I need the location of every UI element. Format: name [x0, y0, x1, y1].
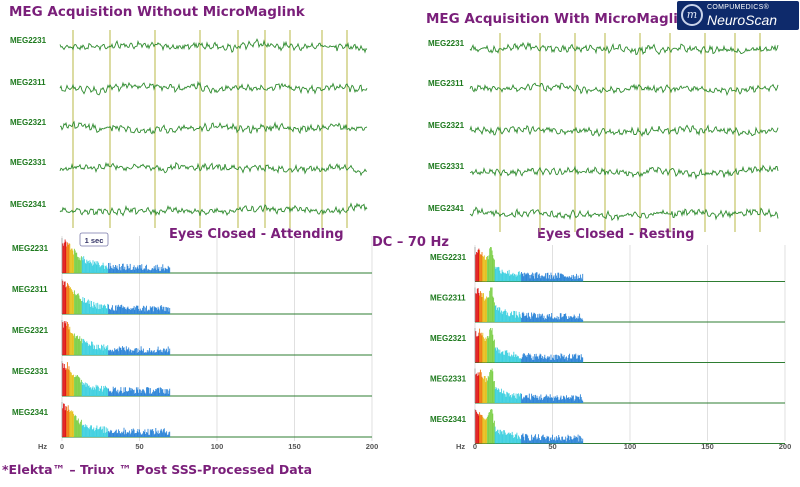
right-x-tick-label: 50 — [548, 442, 556, 451]
left-spectrum-channel-label: MEG2341 — [12, 408, 49, 417]
right-raw-trace — [469, 164, 779, 180]
condition-resting: Eyes Closed - Resting — [537, 227, 695, 242]
right-raw-trace — [469, 82, 779, 97]
right-raw-channel-label: MEG2231 — [428, 39, 465, 48]
right-x-tick-label: 150 — [701, 442, 714, 451]
logo-line1: COMPUMEDICS® — [707, 4, 770, 11]
left-raw-trace — [59, 80, 368, 96]
scale-bar-box — [79, 232, 109, 247]
left-x-tick-label: 200 — [366, 442, 379, 451]
scale-bar-label: 1 sec — [85, 236, 104, 245]
right-spectrum-channel-label: MEG2321 — [430, 334, 467, 343]
logo-mark: m — [681, 4, 703, 26]
left-x-tick-label: 100 — [211, 442, 224, 451]
left-spectrum-channel-label: MEG2311 — [12, 285, 48, 294]
left-raw-channel-label: MEG2311 — [10, 78, 46, 87]
left-raw-channel-label: MEG2341 — [10, 200, 47, 209]
right-x-tick-label: 100 — [624, 442, 637, 451]
footer-note: *Elekta™ – Triux ™ Post SSS-Processed Da… — [2, 462, 313, 477]
right-spectrum-channel-label: MEG2341 — [430, 415, 467, 424]
right-spectrum-channel-label: MEG2331 — [430, 375, 467, 384]
right-raw-channel-label: MEG2341 — [428, 204, 465, 213]
left-raw-trace — [59, 161, 367, 177]
left-x-axis-label: Hz — [38, 442, 47, 451]
left-spectrum-channel-label: MEG2231 — [12, 244, 49, 253]
right-raw-trace — [469, 124, 779, 138]
right-raw-trace — [469, 206, 779, 222]
logo-line2: NeuroScan — [707, 12, 778, 28]
left-raw-channel-label: MEG2321 — [10, 118, 47, 127]
left-raw-channel-label: MEG2331 — [10, 158, 47, 167]
right-x-tick-label: 200 — [779, 442, 792, 451]
right-spectrum-channel-label: MEG2311 — [430, 294, 466, 303]
left-x-tick-label: 150 — [288, 442, 301, 451]
left-x-tick-label: 0 — [60, 442, 64, 451]
right-raw-channel-label: MEG2311 — [428, 79, 464, 88]
right-x-tick-label: 0 — [473, 442, 477, 451]
left-raw-channel-label: MEG2231 — [10, 36, 47, 45]
right-raw-channel-label: MEG2321 — [428, 121, 465, 130]
left-spectrum-channel-label: MEG2321 — [12, 326, 49, 335]
left-x-tick-label: 50 — [135, 442, 143, 451]
compumedics-neuroscan-logo: m COMPUMEDICS® NeuroScan — [677, 1, 799, 30]
title-with-micromaglink: MEG Acquisition With MicroMaglink — [426, 11, 697, 27]
band-label: DC – 70 Hz — [372, 235, 449, 250]
right-raw-trace — [469, 41, 779, 56]
left-raw-trace — [59, 38, 368, 54]
right-spectrum-channel-label: MEG2231 — [430, 253, 467, 262]
title-without-micromaglink: MEG Acquisition Without MicroMaglink — [9, 4, 305, 20]
left-spectrum-channel-label: MEG2331 — [12, 367, 49, 376]
left-raw-trace — [59, 120, 368, 135]
left-raw-trace — [59, 202, 368, 217]
condition-attending: Eyes Closed - Attending — [169, 227, 344, 242]
right-raw-channel-label: MEG2331 — [428, 162, 465, 171]
right-x-axis-label: Hz — [456, 442, 465, 451]
